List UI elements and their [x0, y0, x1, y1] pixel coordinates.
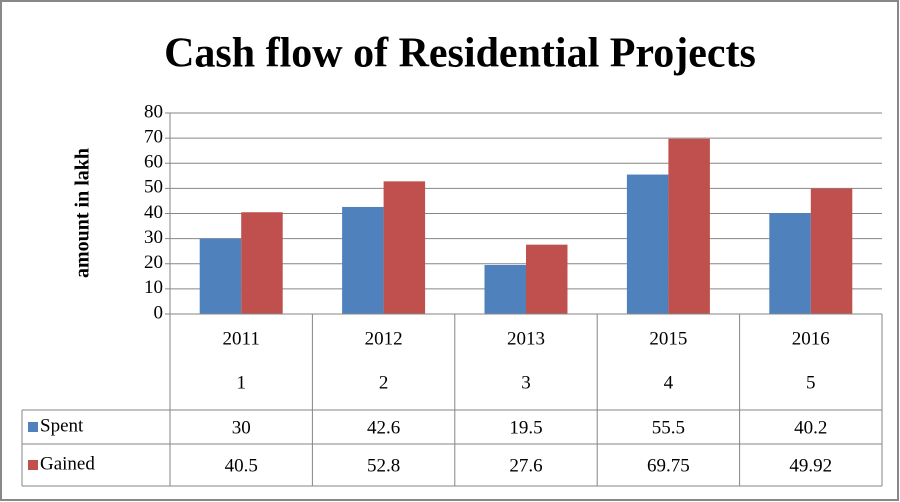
table-cell: 55.5: [652, 417, 685, 438]
y-tick-label: 70: [144, 126, 163, 147]
x-tick-label: 2016: [792, 328, 830, 349]
legend-swatch: [28, 422, 38, 432]
legend-label: Spent: [40, 415, 84, 436]
table-cell: 42.6: [367, 417, 400, 438]
x-tick-label: 2015: [649, 328, 687, 349]
x-tick-label: 1: [236, 372, 246, 393]
bar: [526, 244, 568, 314]
bar: [668, 138, 710, 314]
legend-label: Gained: [40, 453, 95, 474]
table-cell: 52.8: [367, 455, 400, 476]
x-tick-label: 5: [806, 372, 816, 393]
y-tick-label: 40: [144, 202, 163, 223]
table-cell: 40.5: [225, 455, 258, 476]
x-tick-label: 4: [664, 372, 674, 393]
table-cell: 27.6: [509, 455, 542, 476]
x-tick-label: 2011: [223, 328, 260, 349]
y-axis-label: amount in lakh: [72, 148, 94, 278]
chart-title: Cash flow of Residential Projects: [164, 31, 756, 77]
bar: [484, 265, 526, 314]
bar: [626, 174, 669, 314]
bar: [342, 206, 384, 314]
x-tick-label: 3: [521, 372, 531, 393]
bar: [810, 188, 853, 314]
table-cell: 69.75: [647, 455, 690, 476]
bar: [199, 238, 242, 314]
x-tick-label: 2: [379, 372, 389, 393]
x-tick-label: 2012: [365, 328, 403, 349]
y-tick-label: 60: [144, 152, 163, 173]
bar: [241, 212, 283, 314]
table-cell: 40.2: [794, 417, 827, 438]
y-tick-label: 50: [144, 177, 163, 198]
legend-swatch: [28, 460, 38, 470]
y-tick-label: 0: [154, 302, 164, 323]
y-tick-label: 20: [144, 252, 163, 273]
table-cell: 30: [232, 417, 251, 438]
bar: [383, 181, 426, 314]
bar: [769, 212, 811, 314]
y-tick-label: 10: [144, 277, 163, 298]
table-cell: 19.5: [509, 417, 542, 438]
x-tick-label: 2013: [507, 328, 545, 349]
table-cell: 49.92: [789, 455, 832, 476]
y-tick-label: 30: [144, 227, 163, 248]
y-tick-label: 80: [144, 101, 163, 122]
